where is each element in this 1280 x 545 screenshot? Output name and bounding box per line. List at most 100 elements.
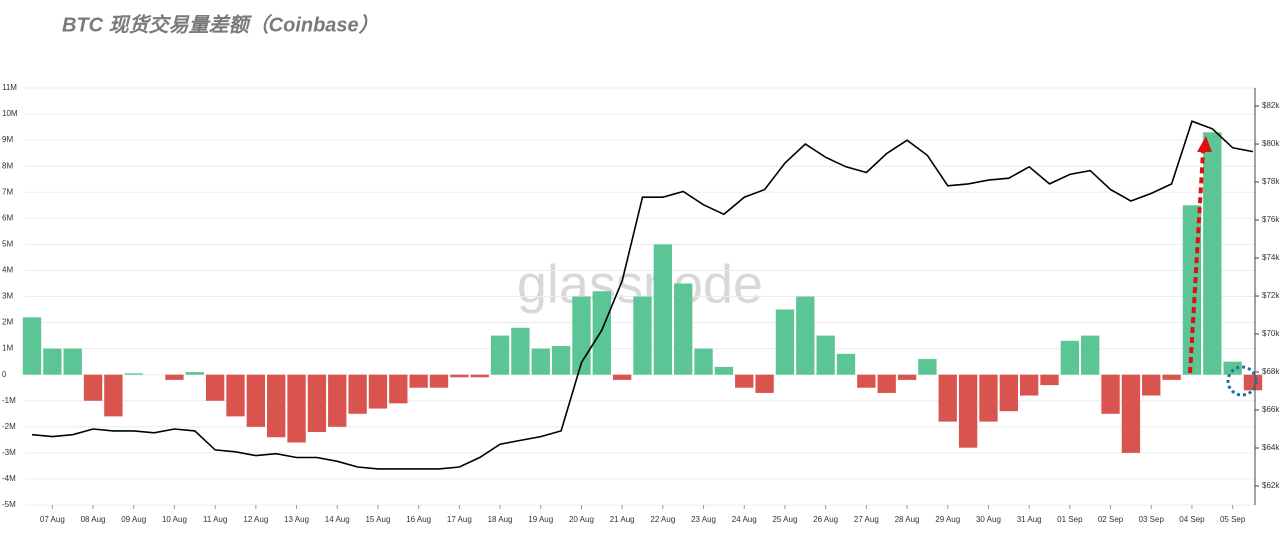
y2-tick-label: $76k (1262, 215, 1280, 224)
x-tick-label: 21 Aug (610, 515, 635, 524)
y-tick-label: 1M (2, 344, 13, 353)
y2-tick-label: $62k (1262, 481, 1280, 490)
bar (368, 374, 388, 409)
bar (836, 353, 856, 375)
bar (287, 374, 306, 443)
x-tick-label: 22 Aug (650, 515, 675, 524)
bar (979, 374, 998, 422)
y-tick-label: 3M (2, 292, 13, 301)
bar (714, 366, 734, 375)
bar (1142, 374, 1161, 396)
y-tick-label: -1M (2, 396, 16, 405)
y2-tick-label: $66k (1262, 405, 1280, 414)
y-tick-label: -4M (2, 474, 16, 483)
bar (307, 374, 327, 433)
bar (348, 374, 367, 414)
bar (389, 374, 408, 404)
bar (22, 317, 42, 375)
bar (531, 348, 550, 375)
x-tick-label: 18 Aug (488, 515, 513, 524)
x-tick-label: 24 Aug (732, 515, 757, 524)
bar (551, 346, 571, 375)
bar (674, 283, 693, 375)
bar (185, 372, 204, 375)
bar (246, 374, 266, 427)
bar (999, 374, 1018, 412)
x-tick-label: 08 Aug (81, 515, 106, 524)
bar (633, 296, 652, 375)
x-tick-label: 09 Aug (121, 515, 146, 524)
x-tick-label: 28 Aug (895, 515, 920, 524)
bar (83, 374, 103, 401)
y-tick-label: 0 (2, 370, 7, 379)
x-tick-label: 05 Sep (1220, 515, 1246, 524)
x-tick-label: 26 Aug (813, 515, 838, 524)
x-tick-label: 29 Aug (935, 515, 960, 524)
y-tick-label: 8M (2, 161, 13, 170)
y2-tick-label: $72k (1262, 291, 1280, 300)
y2-tick-label: $70k (1262, 329, 1280, 338)
bar (450, 374, 469, 378)
x-tick-label: 20 Aug (569, 515, 594, 524)
y2-tick-label: $80k (1262, 139, 1280, 148)
bar (124, 373, 143, 375)
bar (1019, 374, 1039, 396)
y-tick-label: 7M (2, 187, 13, 196)
y-tick-label: -5M (2, 500, 16, 509)
bar (897, 374, 917, 380)
x-tick-label: 13 Aug (284, 515, 309, 524)
x-tick-label: 23 Aug (691, 515, 716, 524)
x-tick-label: 16 Aug (406, 515, 431, 524)
bar (409, 374, 428, 388)
bar (592, 291, 611, 375)
y2-tick-label: $68k (1262, 367, 1280, 376)
grid (25, 87, 1255, 506)
x-tick-label: 30 Aug (976, 515, 1001, 524)
arrow-shaft (1188, 151, 1205, 374)
x-tick-label: 12 Aug (243, 515, 268, 524)
bar (612, 374, 632, 380)
y-tick-label: 2M (2, 318, 13, 327)
bar (938, 374, 957, 422)
bar (1081, 335, 1100, 375)
x-tick-label: 10 Aug (162, 515, 187, 524)
bar (1040, 374, 1059, 386)
x-tick-label: 02 Sep (1098, 515, 1124, 524)
x-tick-label: 27 Aug (854, 515, 879, 524)
y-tick-label: 10M (2, 109, 18, 118)
bar (205, 374, 225, 401)
bar (918, 359, 937, 375)
bars (22, 132, 1263, 453)
bar (735, 374, 754, 388)
bar (1203, 132, 1222, 375)
x-tick-label: 04 Sep (1179, 515, 1205, 524)
y2-tick-label: $64k (1262, 443, 1280, 452)
y-tick-label: 5M (2, 239, 13, 248)
bar (328, 374, 347, 427)
bar (775, 309, 795, 375)
bar (429, 374, 449, 388)
chart-title: BTC 现货交易量差额（Coinbase） (62, 13, 379, 36)
bar (694, 348, 713, 375)
bar (1121, 374, 1141, 453)
bar (104, 374, 123, 417)
x-tick-label: 31 Aug (1017, 515, 1042, 524)
bar (1223, 361, 1242, 375)
y2-tick-label: $74k (1262, 253, 1280, 262)
bar (958, 374, 978, 448)
y-tick-label: 9M (2, 135, 13, 144)
bar (816, 335, 835, 375)
x-tick-label: 11 Aug (203, 515, 227, 524)
highlight-circle (1226, 365, 1258, 397)
bar (877, 374, 896, 393)
y-tick-label: 6M (2, 213, 13, 222)
y-tick-label: -3M (2, 448, 16, 457)
bar (1243, 374, 1263, 391)
price-line (31, 120, 1254, 470)
arrow-head (1197, 136, 1212, 152)
x-tick-label: 03 Sep (1139, 515, 1165, 524)
bar (490, 335, 510, 375)
x-tick-label: 01 Sep (1057, 515, 1083, 524)
x-tick-label: 14 Aug (325, 515, 350, 524)
y2-tick-label: $82k (1262, 101, 1280, 110)
